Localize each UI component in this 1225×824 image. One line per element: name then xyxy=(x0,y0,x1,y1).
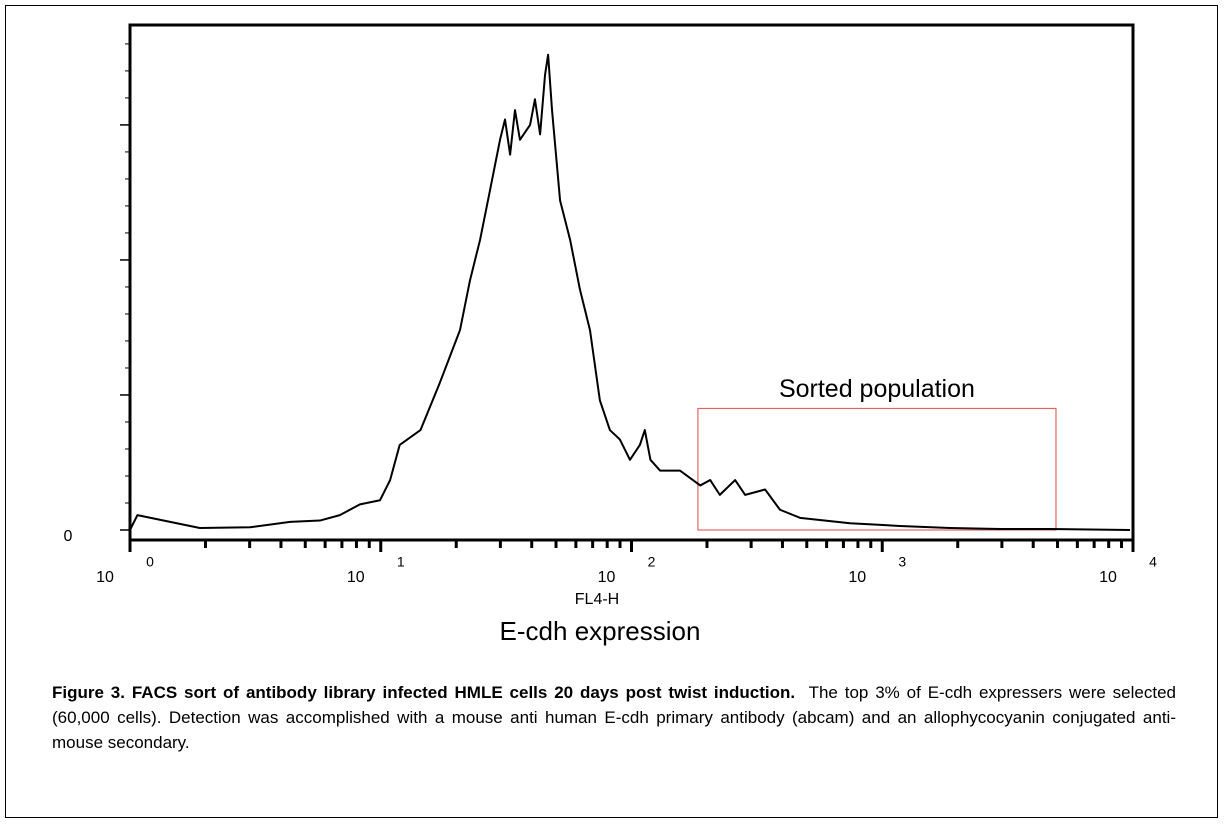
x-tick-label: 10 xyxy=(598,569,616,586)
x-tick-exponent: 0 xyxy=(146,554,154,570)
x-axis-title: E-cdh expression xyxy=(500,616,701,646)
x-tick-exponent: 1 xyxy=(397,554,405,570)
figure-frame xyxy=(5,5,1218,818)
gate-label: Sorted population xyxy=(779,375,975,403)
caption: Figure 3. FACS sort of antibody library … xyxy=(52,680,1176,755)
x-tick-label: 10 xyxy=(848,569,866,586)
x-tick-label: 10 xyxy=(96,569,114,586)
caption-text: The top 3% of E-cdh expressers were sele… xyxy=(52,683,1176,752)
x-tick-exponent: 4 xyxy=(1149,554,1157,570)
x-tick-label: 10 xyxy=(1099,569,1117,586)
histogram-line xyxy=(129,53,1131,531)
x-axis-label: FL4-H xyxy=(575,591,619,608)
x-tick-label: 10 xyxy=(347,569,365,586)
caption-label: Figure 3. FACS sort of antibody library … xyxy=(52,683,796,702)
gate-box xyxy=(697,407,1057,531)
y-tick-label: 0 xyxy=(64,528,73,545)
x-tick-exponent: 3 xyxy=(898,554,906,570)
chart: FL4-H E-cdh expression 10 0 10 1 10 2 10 3 10 4 0 S… xyxy=(64,23,1157,646)
plot-frame xyxy=(128,23,1135,542)
x-tick-exponent: 2 xyxy=(648,554,656,570)
